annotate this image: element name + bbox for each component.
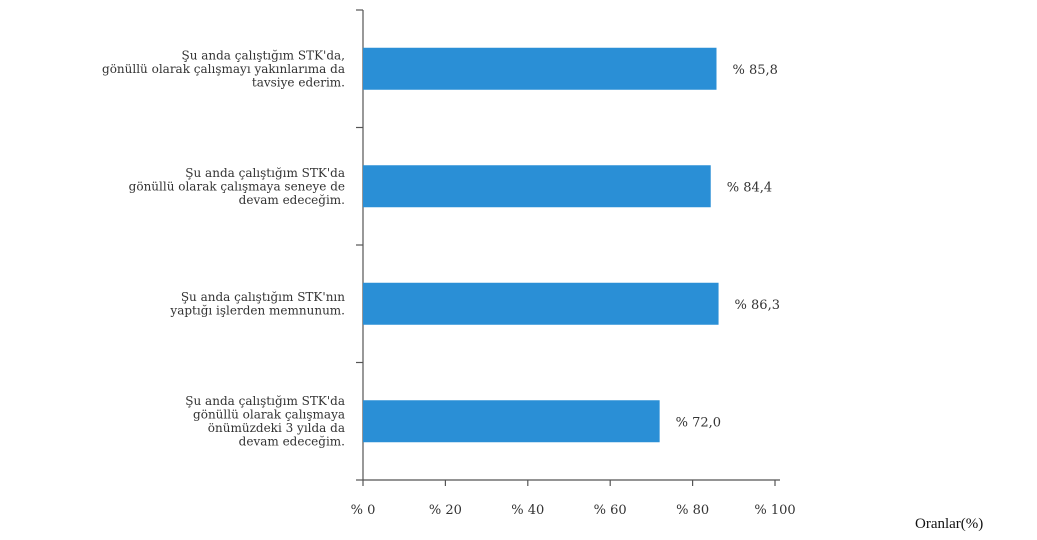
- x-axis-ticks: % 0 % 20 % 40 % 60 % 80 % 100: [351, 480, 796, 518]
- category-labels: Şu anda çalıştığım STK'da, gönüllü olarak…: [102, 48, 345, 448]
- x-tick-label: % 60: [594, 503, 627, 518]
- value-label: % 72,0: [676, 415, 721, 430]
- bar: [363, 400, 660, 443]
- category-label-line: yaptığı işlerden memnunum.: [169, 304, 345, 318]
- category-label-line: tavsiye ederim.: [252, 75, 345, 89]
- category-label-line: gönüllü olarak çalışmaya seneye de: [129, 179, 345, 193]
- value-label: % 86,3: [735, 298, 780, 313]
- x-tick-label: % 80: [676, 503, 709, 518]
- category-label: Şu anda çalıştığım STK'da gönüllü olarak …: [129, 166, 345, 207]
- category-label: Şu anda çalıştığım STK'da gönüllü olarak …: [185, 394, 345, 449]
- x-tick-label: % 20: [429, 503, 462, 518]
- category-label: Şu anda çalıştığım STK'da, gönüllü olarak…: [102, 48, 345, 89]
- x-axis-title: Oranlar(%): [915, 516, 984, 532]
- category-label-line: Şu anda çalıştığım STK'da,: [181, 48, 345, 62]
- x-tick-label: % 0: [351, 503, 376, 518]
- x-tick-label: % 40: [511, 503, 544, 518]
- category-label-line: Şu anda çalıştığım STK'da: [185, 394, 345, 408]
- value-label: % 84,4: [727, 180, 772, 195]
- bars: [363, 47, 719, 443]
- bar: [363, 47, 717, 90]
- category-label-line: devam edeceğim.: [239, 193, 345, 207]
- bar: [363, 165, 711, 208]
- category-label: Şu anda çalıştığım STK'nın yaptığı işlerd…: [169, 290, 345, 318]
- category-label-line: gönüllü olarak çalışmayı yakınlarıma da: [102, 62, 345, 76]
- category-label-line: gönüllü olarak çalışmaya: [193, 408, 345, 422]
- bar: [363, 282, 719, 325]
- value-label: % 85,8: [732, 63, 777, 78]
- x-tick-label: % 100: [754, 503, 795, 518]
- category-label-line: Şu anda çalıştığım STK'da: [185, 166, 345, 180]
- value-labels: % 85,8 % 84,4 % 86,3 % 72,0: [676, 63, 780, 431]
- category-label-line: devam edeceğim.: [239, 435, 345, 449]
- category-label-line: Şu anda çalıştığım STK'nın: [181, 290, 345, 304]
- category-label-line: önümüzdeki 3 yılda da: [208, 421, 345, 435]
